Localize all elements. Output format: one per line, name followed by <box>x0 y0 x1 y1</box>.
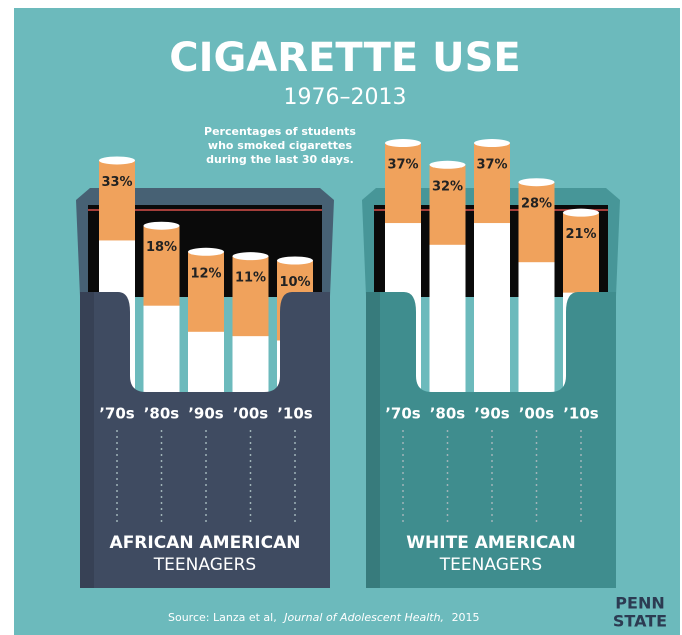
title: CIGARETTE USE <box>169 35 521 81</box>
x-tick-label: ’80s <box>430 405 466 423</box>
pack-front <box>366 292 616 588</box>
x-tick-label: ’90s <box>474 405 510 423</box>
cigarette-end <box>385 139 421 148</box>
filter <box>429 164 466 245</box>
filter <box>563 212 599 293</box>
cigarette-end <box>474 139 510 148</box>
source: Source: Lanza et al, Journal of Adolesce… <box>168 611 480 624</box>
cigarette-end <box>277 256 313 265</box>
value-label: 12% <box>190 266 221 281</box>
value-label: 37% <box>476 158 507 173</box>
value-label: 18% <box>146 240 177 255</box>
logo: STATE <box>613 612 667 631</box>
pack: 37% 32% 37% 28% 21% ’70s ’80s ’90s ’00s ’10s WHITE… <box>362 139 620 588</box>
cigarette-end <box>429 160 466 169</box>
x-tick-label: ’90s <box>188 405 224 423</box>
filter <box>99 160 135 241</box>
pack-subtitle: TEENAGERS <box>439 555 542 575</box>
cigarette-end <box>563 208 599 217</box>
x-tick-label: ’10s <box>563 405 599 423</box>
pack-shade <box>366 292 380 588</box>
filter <box>474 143 510 224</box>
value-label: 21% <box>565 227 596 242</box>
source-journal: Journal of Adolescent Health, <box>282 611 444 624</box>
source-year: 2015 <box>452 611 480 624</box>
value-label: 10% <box>279 275 310 290</box>
cigarette-end <box>232 252 269 261</box>
note-line: who smoked cigarettes <box>208 139 353 152</box>
filter <box>232 256 269 337</box>
filter <box>385 143 421 224</box>
subtitle: 1976–2013 <box>284 85 407 110</box>
x-tick-label: ’80s <box>144 405 180 423</box>
x-tick-label: ’10s <box>277 405 313 423</box>
cigarette-end <box>518 178 555 187</box>
value-label: 11% <box>235 271 266 286</box>
filter <box>188 251 224 332</box>
value-label: 32% <box>432 179 463 194</box>
x-tick-label: ’00s <box>233 405 269 423</box>
cigarette-end <box>143 221 180 230</box>
value-label: 33% <box>101 175 132 190</box>
value-label: 37% <box>387 158 418 173</box>
packs: 33% 18% 12% 11% 10% ’70s ’80s ’90s ’00s ’10s AFRIC… <box>76 139 620 588</box>
note-line: during the last 30 days. <box>206 153 354 166</box>
note-line: Percentages of students <box>204 125 356 138</box>
pack-subtitle: TEENAGERS <box>153 555 256 575</box>
x-tick-label: ’70s <box>99 405 135 423</box>
source-prefix: Source: Lanza et al, <box>168 611 277 624</box>
pack-front <box>80 292 330 588</box>
x-tick-label: ’70s <box>385 405 421 423</box>
logo: PENN <box>615 594 664 613</box>
pack: 33% 18% 12% 11% 10% ’70s ’80s ’90s ’00s ’10s AFRIC… <box>76 156 334 588</box>
value-label: 28% <box>521 197 552 212</box>
pack-shade <box>80 292 94 588</box>
x-tick-label: ’00s <box>519 405 555 423</box>
cigarette-end <box>188 247 224 256</box>
cigarette-end <box>99 156 135 165</box>
filter <box>518 182 555 263</box>
pack-title: AFRICAN AMERICAN <box>110 533 301 553</box>
pack-title: WHITE AMERICAN <box>406 533 575 553</box>
filter <box>143 225 180 306</box>
